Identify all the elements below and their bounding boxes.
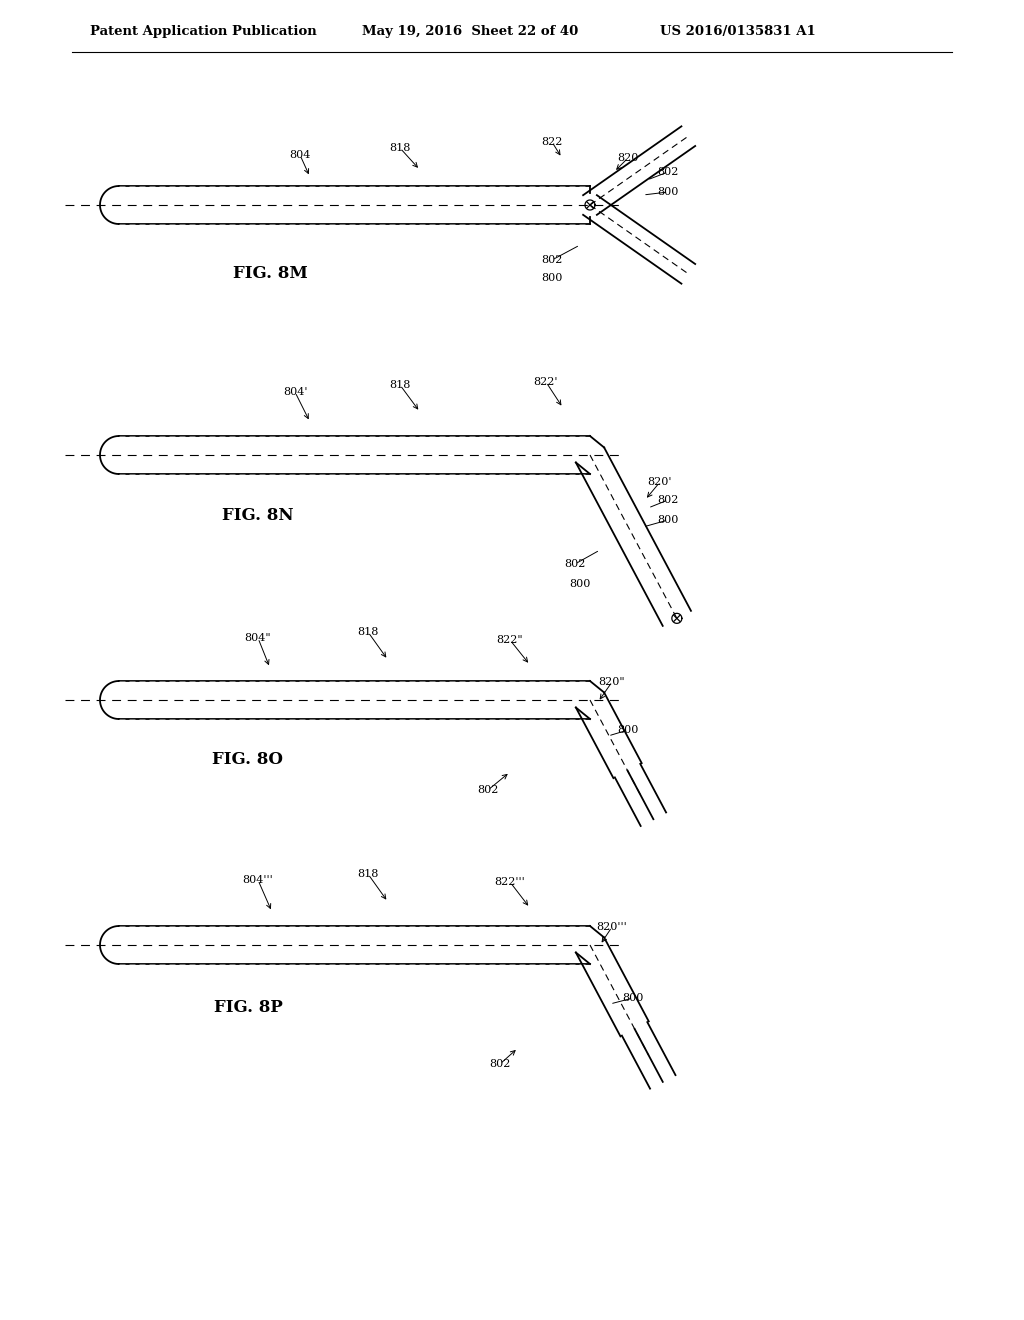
Text: 818: 818 <box>357 869 379 879</box>
Text: 818: 818 <box>389 380 411 389</box>
Text: 800: 800 <box>623 993 644 1003</box>
Text: 800: 800 <box>617 725 639 735</box>
Text: 800: 800 <box>657 515 679 525</box>
Text: 822': 822' <box>534 378 558 387</box>
Text: 804": 804" <box>245 634 271 643</box>
Text: 818: 818 <box>357 627 379 638</box>
Text: FIG. 8M: FIG. 8M <box>232 265 307 282</box>
Text: 820: 820 <box>617 153 639 162</box>
Text: FIG. 8N: FIG. 8N <box>222 507 294 524</box>
Text: 822: 822 <box>542 137 562 147</box>
Text: 818: 818 <box>389 143 411 153</box>
Text: 804''': 804''' <box>243 875 273 884</box>
Text: 804: 804 <box>290 150 310 160</box>
Text: FIG. 8P: FIG. 8P <box>214 999 283 1016</box>
Text: 802: 802 <box>489 1059 511 1069</box>
Text: 800: 800 <box>569 579 591 589</box>
Text: Patent Application Publication: Patent Application Publication <box>90 25 316 38</box>
Text: 820''': 820''' <box>597 921 628 932</box>
Text: 802: 802 <box>477 785 499 795</box>
Text: 822''': 822''' <box>495 876 525 887</box>
Text: 820': 820' <box>648 477 672 487</box>
Text: 804': 804' <box>283 387 307 397</box>
Text: 822": 822" <box>497 635 523 645</box>
Text: May 19, 2016  Sheet 22 of 40: May 19, 2016 Sheet 22 of 40 <box>362 25 579 38</box>
Text: 802: 802 <box>564 558 586 569</box>
Text: US 2016/0135831 A1: US 2016/0135831 A1 <box>660 25 816 38</box>
Text: 802: 802 <box>657 495 679 506</box>
Text: 820": 820" <box>599 677 626 686</box>
Text: 800: 800 <box>657 187 679 197</box>
Text: FIG. 8O: FIG. 8O <box>213 751 284 768</box>
Text: 802: 802 <box>542 255 562 265</box>
Text: 802: 802 <box>657 168 679 177</box>
Text: 800: 800 <box>542 273 562 282</box>
